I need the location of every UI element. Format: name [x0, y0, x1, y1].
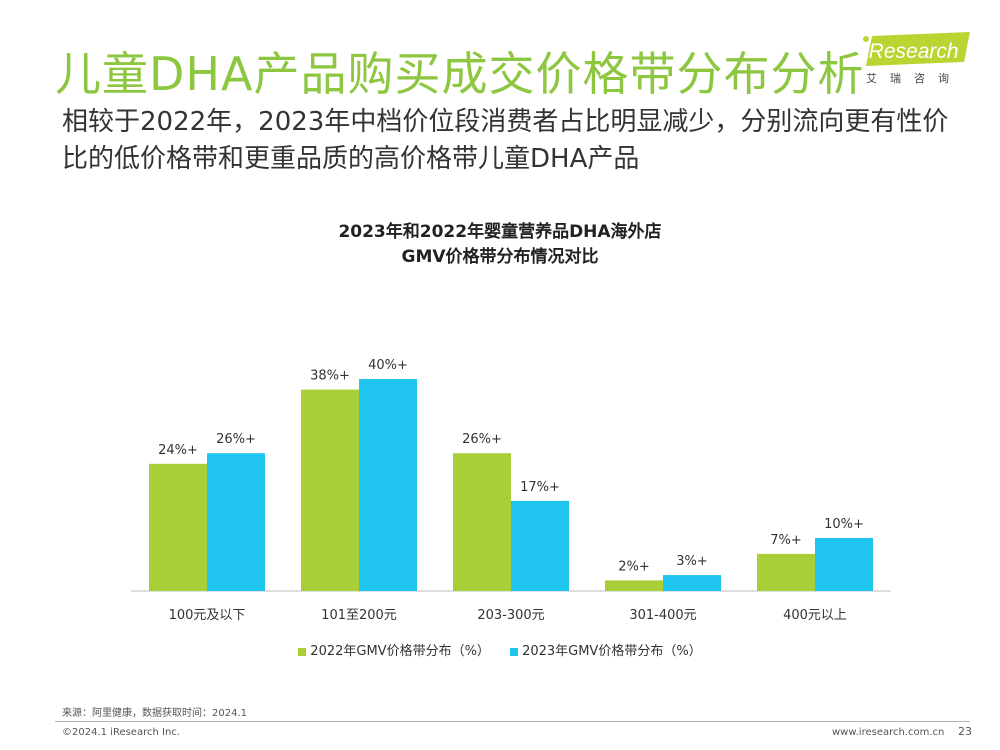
chart-legend: 2022年GMV价格带分布（%） 2023年GMV价格带分布（%） — [0, 640, 1000, 659]
legend-swatch-2022 — [298, 647, 307, 656]
bar-2022-4 — [757, 553, 815, 591]
bar-2022-3 — [605, 580, 663, 591]
data-label-2023-1: 40%+ — [368, 358, 408, 373]
bar-2023-1 — [359, 379, 417, 591]
page-subtitle: 相较于2022年，2023年中档价位段消费者占比明显减少，分别流向更有性价比的低… — [62, 107, 949, 174]
bar-2022-0 — [149, 463, 207, 591]
legend-item-2023: 2023年GMV价格带分布（%） — [510, 640, 702, 659]
legend-item-2022: 2022年GMV价格带分布（%） — [298, 640, 490, 659]
chart-title-line1: 2023年和2022年婴童营养品DHA海外店 — [338, 222, 662, 242]
data-label-2022-2: 26%+ — [462, 432, 502, 447]
logo-subtitle: 艾瑞咨询 — [866, 72, 962, 85]
data-label-2022-3: 2%+ — [618, 559, 650, 574]
website-link[interactable]: www.iresearch.com.cn — [832, 727, 945, 738]
logo-text: iResearch — [864, 40, 959, 63]
data-label-2023-4: 10%+ — [824, 517, 864, 532]
data-label-2022-1: 38%+ — [310, 369, 350, 384]
legend-label-2022: 2022年GMV价格带分布（%） — [310, 644, 490, 659]
bar-2023-0 — [207, 453, 265, 591]
bar-2022-2 — [453, 453, 511, 591]
x-tick-label-3: 301-400元 — [629, 608, 696, 623]
data-label-2023-0: 26%+ — [216, 432, 256, 447]
legend-label-2023: 2023年GMV价格带分布（%） — [522, 644, 702, 659]
x-tick-label-4: 400元以上 — [783, 608, 847, 623]
bar-2023-2 — [511, 500, 569, 591]
iresearch-logo: iResearch 艾瑞咨询 — [858, 32, 970, 90]
chart-title-line2: GMV价格带分布情况对比 — [401, 247, 599, 267]
bar-2022-1 — [301, 389, 359, 591]
legend-swatch-2023 — [510, 647, 519, 656]
source-note: 来源：阿里健康，数据获取时间：2024.1 — [62, 708, 247, 719]
data-label-2022-0: 24%+ — [158, 443, 198, 458]
x-tick-label-1: 101至200元 — [321, 608, 397, 623]
x-tick-label-2: 203-300元 — [477, 608, 544, 623]
page-title: 儿童DHA产品购买成交价格带分布分析 — [55, 47, 865, 101]
logo-mark: iResearch — [863, 32, 970, 66]
data-label-2023-2: 17%+ — [520, 480, 560, 495]
page-number: 23 — [958, 725, 972, 738]
data-label-2022-4: 7%+ — [770, 533, 802, 548]
x-tick-label-0: 100元及以下 — [169, 608, 246, 623]
copyright: ©2024.1 iResearch Inc. — [62, 727, 180, 738]
bar-2023-4 — [815, 538, 873, 591]
footer-divider — [55, 721, 970, 722]
bar-2023-3 — [663, 575, 721, 591]
data-label-2023-3: 3%+ — [676, 554, 708, 569]
